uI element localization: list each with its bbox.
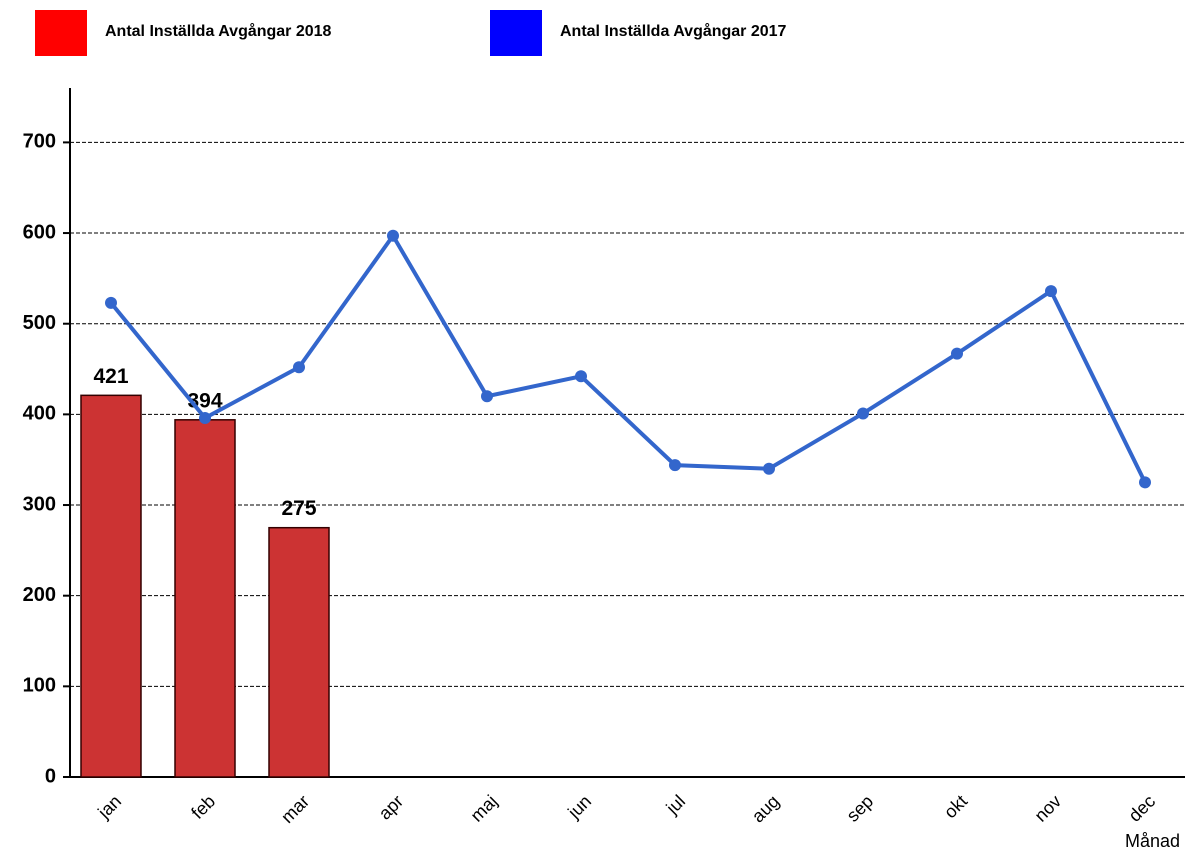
x-tick-label: jun	[563, 791, 595, 823]
x-tick-label: jul	[662, 791, 690, 819]
line-point	[105, 296, 117, 309]
legend-swatch	[490, 10, 542, 56]
y-tick-label: 500	[23, 312, 56, 334]
x-tick-label: dec	[1125, 791, 1160, 826]
x-tick-label: feb	[187, 791, 219, 823]
line-point	[575, 370, 587, 383]
legend-swatch	[35, 10, 87, 56]
line-point	[1045, 285, 1057, 298]
line-point	[293, 361, 305, 374]
x-tick-label: jan	[93, 791, 125, 823]
y-tick-label: 200	[23, 584, 56, 606]
x-tick-label: aug	[748, 791, 783, 826]
y-tick-label: 0	[45, 765, 56, 787]
legend-label: Antal Inställda Avgångar 2018	[105, 22, 332, 40]
x-axis-label: Månad	[1125, 831, 1180, 851]
bar	[80, 394, 142, 778]
y-tick-label: 100	[23, 675, 56, 697]
y-tick-label: 600	[23, 221, 56, 243]
line-point	[857, 407, 869, 420]
y-tick-label: 400	[23, 403, 56, 425]
x-tick-label: sep	[843, 791, 878, 826]
x-tick-label: nov	[1031, 791, 1066, 826]
data-label: 421	[93, 365, 128, 388]
bar	[268, 526, 330, 778]
line-point	[763, 462, 775, 475]
line-point	[951, 347, 963, 360]
line-point	[199, 411, 211, 424]
line-point	[481, 390, 493, 403]
x-tick-label: apr	[375, 791, 408, 824]
x-tick-label: okt	[940, 791, 971, 822]
y-tick-label: 300	[23, 493, 56, 515]
bar	[174, 419, 236, 778]
x-tick-label: mar	[277, 791, 313, 827]
legend-label: Antal Inställda Avgångar 2017	[560, 22, 787, 40]
line-point	[1139, 476, 1151, 489]
x-tick-label: maj	[467, 791, 502, 826]
data-label: 275	[281, 497, 316, 520]
line-point	[387, 229, 399, 242]
line	[109, 232, 1147, 484]
line-point	[669, 459, 681, 472]
y-tick-label: 700	[23, 131, 56, 153]
